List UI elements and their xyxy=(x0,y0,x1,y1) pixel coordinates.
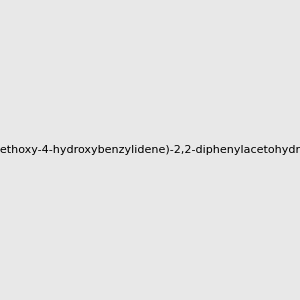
Text: N'-(3-ethoxy-4-hydroxybenzylidene)-2,2-diphenylacetohydrazide: N'-(3-ethoxy-4-hydroxybenzylidene)-2,2-d… xyxy=(0,145,300,155)
